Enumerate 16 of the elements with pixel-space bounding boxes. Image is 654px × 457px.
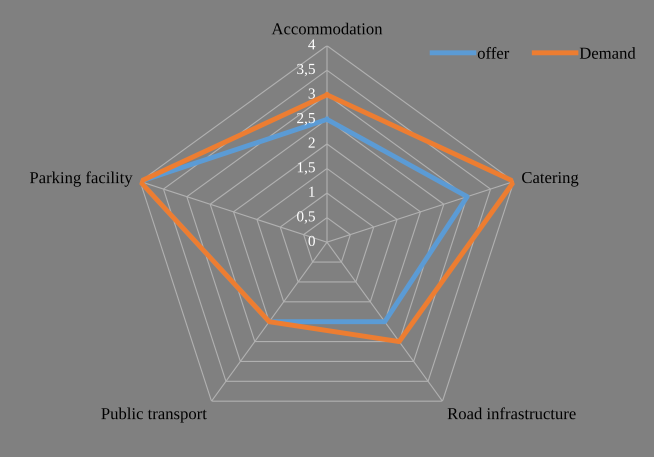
spoke-label: Public transport (101, 408, 207, 423)
y-tick-label: 0,5 (297, 211, 315, 224)
y-tick-label: 1,5 (298, 162, 315, 175)
y-tick-label: 0 (308, 236, 315, 246)
y-tick-label: 3,5 (297, 64, 315, 76)
spoke-label: Accommodation (272, 22, 382, 34)
y-tick-label: 3 (308, 88, 315, 99)
spoke-label: Road infrastructure (448, 407, 576, 420)
spoke-label: Catering (522, 172, 578, 187)
y-tick-label: 1 (309, 186, 315, 197)
y-tick-label: 4 (308, 39, 316, 50)
legend-label: Demand (580, 47, 636, 59)
legend-label: offer (478, 46, 510, 59)
y-tick-label: 2 (308, 138, 315, 148)
y-tick-label: 2,5 (297, 112, 315, 126)
spoke-label: Parking facility (30, 171, 133, 187)
